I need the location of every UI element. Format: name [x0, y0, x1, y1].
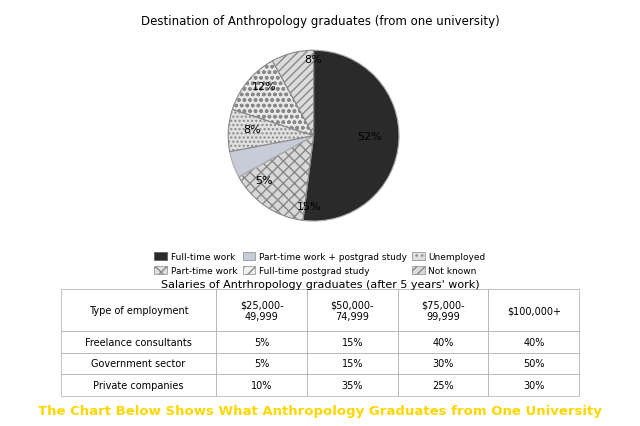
Text: 15%: 15%: [297, 201, 322, 211]
Wedge shape: [232, 62, 314, 136]
Legend: Full-time work, Part-time work, Part-time work + postgrad study, Full-time postg: Full-time work, Part-time work, Part-tim…: [154, 253, 486, 276]
Wedge shape: [273, 51, 314, 136]
Wedge shape: [303, 51, 399, 222]
Wedge shape: [228, 110, 314, 152]
Wedge shape: [230, 136, 314, 177]
Wedge shape: [239, 136, 314, 221]
Text: 8%: 8%: [305, 55, 323, 65]
Text: 52%: 52%: [356, 131, 381, 141]
Text: 5%: 5%: [255, 176, 273, 186]
Text: 12%: 12%: [252, 82, 276, 92]
Text: Destination of Anthropology graduates (from one university): Destination of Anthropology graduates (f…: [141, 15, 499, 28]
Text: Salaries of Antrhropology graduates (after 5 years' work): Salaries of Antrhropology graduates (aft…: [161, 280, 479, 290]
Text: 8%: 8%: [243, 124, 261, 135]
Text: The Chart Below Shows What Anthropology Graduates from One University: The Chart Below Shows What Anthropology …: [38, 404, 602, 417]
